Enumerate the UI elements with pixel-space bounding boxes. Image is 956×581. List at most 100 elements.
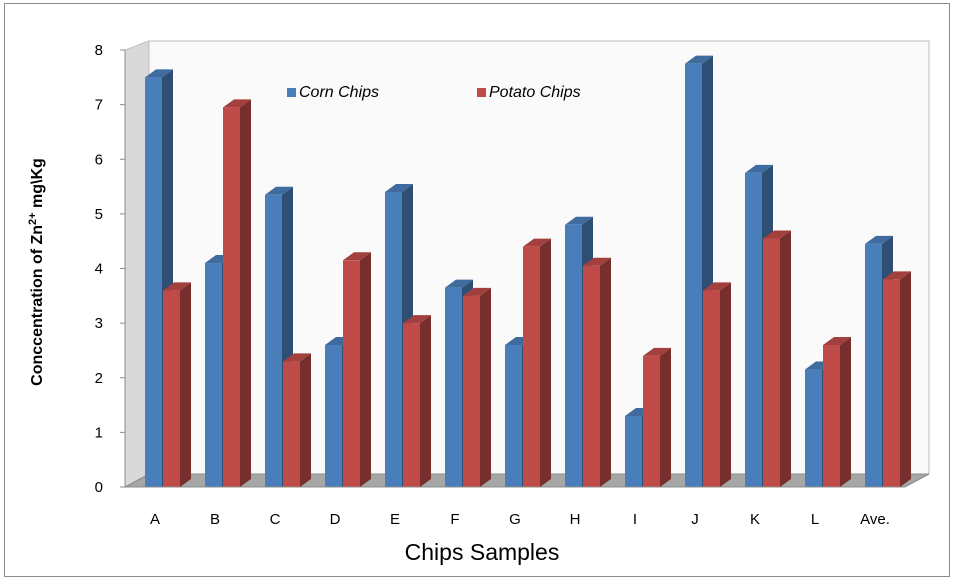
bar-front [505,344,522,487]
bar [403,315,431,487]
legend-label: Corn Chips [299,84,379,101]
x-tick-label: C [270,511,281,528]
bar-top [163,282,191,291]
bar-top [343,252,371,261]
bar [883,271,911,487]
x-tick-label: E [390,511,400,528]
bar-top [223,99,251,108]
bar-side [240,99,251,487]
bar-front [403,323,420,487]
legend-swatch [287,88,296,97]
x-tick-label: D [330,511,341,528]
bar-side [600,257,611,487]
x-tick-label: G [509,511,521,528]
bar-top [643,347,671,356]
bar-top [445,279,473,288]
bar-front [565,224,582,488]
x-tick-label: Ave. [860,511,890,528]
bar-top [865,235,893,244]
bar-front [823,344,840,487]
bar-top [283,353,311,362]
bar-front [523,246,540,487]
bar-front [145,77,162,487]
bar [523,238,551,487]
bar-front [805,369,822,487]
bar-front [343,260,360,487]
y-tick-label: 7 [95,97,103,114]
bar-top [565,216,593,225]
bar-front [163,290,180,487]
x-axis-title: Chips Samples [405,539,560,565]
x-tick-label: K [750,511,760,528]
bar-top [403,315,431,324]
y-tick-label: 2 [95,370,103,387]
bar-front [223,107,240,487]
bar [703,282,731,487]
bar-side [540,238,551,487]
bar-front [883,279,900,487]
legend-label: Potato Chips [489,84,581,101]
bar-top [385,184,413,193]
bar-top [583,257,611,266]
y-tick-label: 4 [95,261,103,278]
bar [643,347,671,487]
bar-front [445,287,462,487]
bar-side [780,230,791,488]
bar-side [420,315,431,487]
bar-side [480,287,491,487]
y-tick-label: 5 [95,206,103,223]
bar-front [325,344,342,487]
x-axis: A B C D E F G H I J K L Ave. [125,486,905,528]
bar-top [145,69,173,78]
bar-side [360,252,371,487]
bar [763,230,791,488]
bar-front [583,265,600,487]
bar-top [883,271,911,280]
bar-front [625,415,642,487]
bar-front [685,63,702,487]
x-tick-label: I [633,511,637,528]
bar-side [840,336,851,487]
x-tick-label: B [210,511,220,528]
bar-top [685,55,713,64]
bar-front [463,295,480,487]
bar [223,99,251,487]
bar-top [703,282,731,291]
bar [283,353,311,487]
x-tick-label: L [811,511,819,528]
bar-top [763,230,791,239]
x-tick-label: H [570,511,581,528]
bar-front [265,194,282,487]
bar-side [180,282,191,487]
bar-side [720,282,731,487]
bar-top [745,164,773,173]
bar [163,282,191,487]
x-tick-label: F [450,511,459,528]
bar-front [865,243,882,487]
y-axis-title: Conccentration of Zn2+ mg\Kg [27,158,46,386]
bar-front [205,263,222,487]
bar-top [823,336,851,345]
x-tick-label: A [150,511,160,528]
y-axis: 0 1 2 3 4 5 6 7 8 [95,42,126,496]
bar-side [900,271,911,487]
bar [463,287,491,487]
bar-front [763,238,780,487]
y-tick-label: 3 [95,315,103,332]
bar-top [463,287,491,296]
legend: Corn Chips Potato Chips [287,84,581,101]
legend-swatch [477,88,486,97]
bar-side [300,353,311,487]
bar-front [745,172,762,487]
bar-top [265,186,293,195]
bar-side [660,347,671,487]
bar-front [385,192,402,487]
bar-front [703,290,720,487]
bar [583,257,611,487]
bar [823,336,851,487]
y-tick-label: 8 [95,42,103,59]
bar-top [523,238,551,247]
bar-front [643,355,660,487]
bars [145,55,911,488]
y-tick-label: 6 [95,151,103,168]
